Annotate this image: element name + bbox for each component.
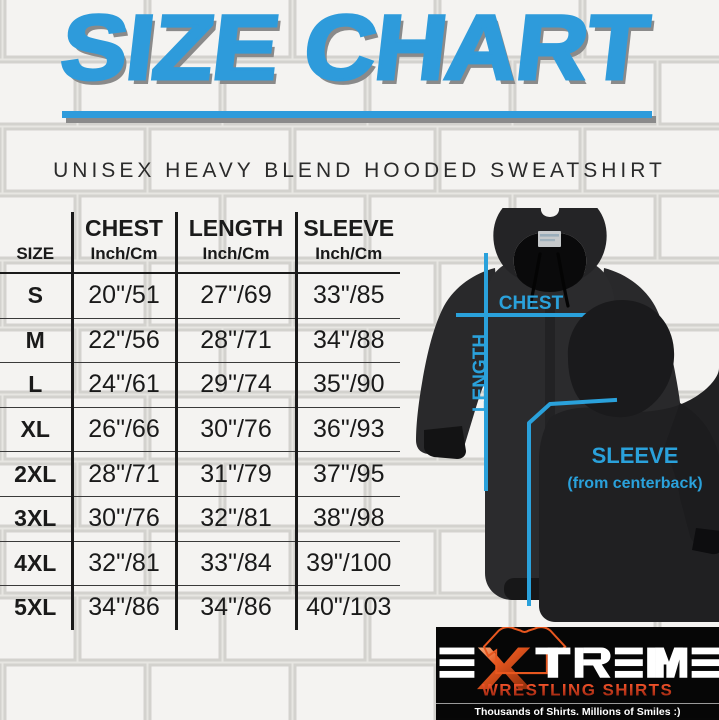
svg-text:(from centerback): (from centerback)	[567, 475, 702, 492]
svg-text:SLEEVE: SLEEVE	[592, 443, 679, 468]
svg-text:CHEST: CHEST	[499, 293, 564, 314]
svg-text:LENGTH: LENGTH	[470, 334, 491, 412]
svg-text:WRESTLING SHIRTS: WRESTLING SHIRTS	[482, 681, 673, 700]
